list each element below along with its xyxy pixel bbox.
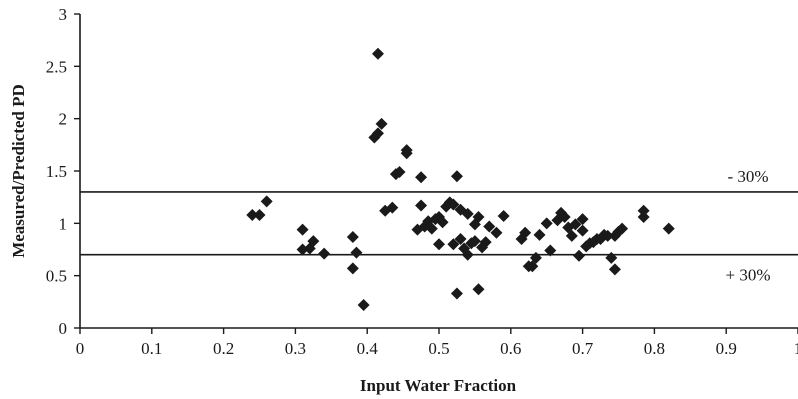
- data-point: [393, 166, 406, 179]
- data-point: [533, 228, 546, 241]
- data-point: [260, 195, 273, 208]
- y-tick-label: 3: [59, 5, 68, 24]
- data-point: [253, 208, 266, 221]
- data-point: [490, 226, 503, 239]
- x-axis-ticks: 0 0.1 0.2 0.3 0.4 0.5 0.6 0.7 0.8 0.9 1: [76, 328, 798, 358]
- x-tick-label: 0.9: [716, 339, 737, 358]
- data-point: [246, 208, 259, 221]
- data-point: [454, 233, 467, 246]
- reference-line-label: - 30%: [727, 167, 768, 186]
- data-point: [519, 226, 532, 239]
- x-tick-label: 0.1: [141, 339, 162, 358]
- data-point: [637, 211, 650, 224]
- data-point: [497, 210, 510, 223]
- x-tick-label: 1: [794, 339, 798, 358]
- data-point: [447, 238, 460, 251]
- data-point: [350, 246, 363, 259]
- data-point: [616, 222, 629, 235]
- data-point: [540, 217, 553, 230]
- data-point: [637, 204, 650, 217]
- reference-line-labels: - 30% + 30%: [726, 167, 771, 285]
- data-point: [576, 213, 589, 226]
- y-tick-label: 1: [59, 214, 68, 233]
- data-point: [436, 216, 449, 229]
- x-tick-label: 0.5: [428, 339, 449, 358]
- x-tick-label: 0: [76, 339, 85, 358]
- data-point: [307, 235, 320, 248]
- data-point: [425, 222, 438, 235]
- data-point: [450, 170, 463, 183]
- y-axis-ticks: 0 0.5 1 1.5 2 2.5 3: [46, 5, 80, 338]
- data-point: [472, 211, 485, 224]
- data-point: [375, 117, 388, 130]
- data-point: [468, 235, 481, 248]
- data-point: [357, 298, 370, 311]
- data-point: [318, 247, 331, 260]
- data-point: [447, 198, 460, 211]
- x-tick-label: 0.8: [644, 339, 665, 358]
- data-point: [461, 248, 474, 261]
- reference-lines: [80, 191, 798, 256]
- data-point: [605, 251, 618, 264]
- data-point: [472, 283, 485, 296]
- data-point: [371, 127, 384, 140]
- data-point: [433, 238, 445, 251]
- data-point: [662, 222, 675, 235]
- data-point: [386, 201, 399, 214]
- data-point: [573, 249, 586, 262]
- x-tick-label: 0.7: [572, 339, 594, 358]
- data-point: [608, 263, 621, 276]
- data-point: [544, 244, 557, 257]
- y-tick-label: 2.5: [46, 57, 67, 76]
- data-point: [461, 207, 474, 220]
- y-tick-label: 0: [59, 319, 68, 338]
- data-point: [346, 230, 359, 243]
- data-point: [296, 243, 309, 256]
- data-point: [400, 147, 413, 160]
- data-point: [529, 251, 542, 264]
- x-axis-title: Input Water Fraction: [360, 376, 517, 395]
- x-tick-label: 0.4: [357, 339, 379, 358]
- reference-line-label: + 30%: [726, 266, 771, 285]
- data-point: [415, 199, 428, 212]
- data-point: [565, 229, 578, 242]
- data-point: [558, 211, 571, 224]
- data-point: [601, 229, 614, 242]
- y-tick-label: 0.5: [46, 267, 67, 286]
- y-axis-title: Measured/Predicted PD: [9, 84, 28, 258]
- data-point: [569, 218, 582, 231]
- x-tick-label: 0.3: [285, 339, 306, 358]
- y-tick-label: 1.5: [46, 162, 67, 181]
- data-point: [483, 220, 496, 233]
- data-point: [415, 171, 428, 184]
- data-points: [246, 47, 675, 311]
- data-point: [346, 262, 359, 275]
- x-tick-label: 0.2: [213, 339, 234, 358]
- x-tick-label: 0.6: [500, 339, 521, 358]
- data-point: [296, 223, 309, 236]
- data-point: [450, 287, 463, 300]
- y-tick-label: 2: [59, 110, 68, 129]
- data-point: [371, 47, 384, 60]
- axes: [79, 14, 798, 329]
- data-point: [576, 224, 589, 237]
- data-point: [479, 236, 492, 249]
